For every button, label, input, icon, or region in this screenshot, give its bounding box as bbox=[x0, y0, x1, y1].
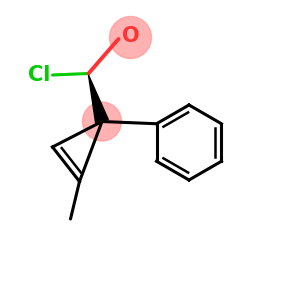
Circle shape bbox=[110, 16, 152, 59]
Text: Cl: Cl bbox=[28, 65, 50, 85]
Circle shape bbox=[82, 102, 122, 141]
Text: O: O bbox=[122, 26, 139, 46]
Polygon shape bbox=[88, 75, 108, 123]
